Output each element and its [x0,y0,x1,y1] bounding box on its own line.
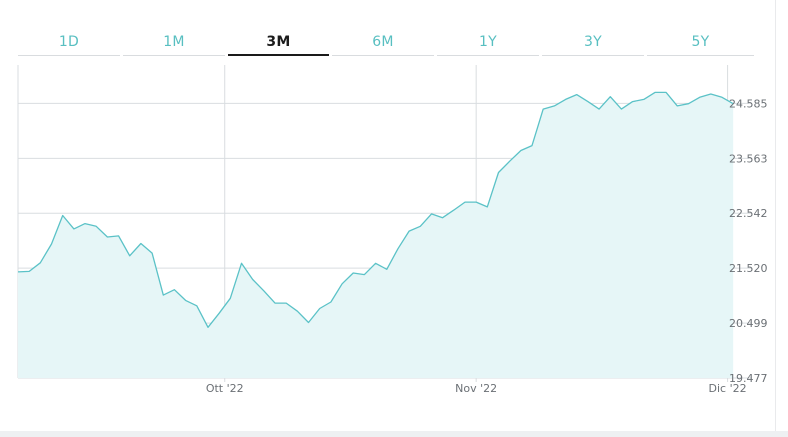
data-point [129,255,131,257]
data-point [654,91,656,93]
price-area-fill [18,92,734,379]
data-point [553,105,555,107]
data-point [564,98,566,100]
tab-1d[interactable]: 1D [18,30,120,56]
data-point [352,272,354,274]
data-point [710,93,712,95]
data-point [296,310,298,312]
data-point [330,301,332,303]
data-point [631,100,633,102]
period-tabs: 1D 1M 3M 6M 1Y 3Y 5Y [18,30,754,58]
data-point [386,268,388,270]
y-tick-label: 19.477 [729,372,768,385]
data-point [162,294,164,296]
data-point [475,201,477,203]
data-point [196,305,198,307]
data-point [307,321,309,323]
data-point [542,108,544,110]
data-point [520,149,522,151]
data-point [531,144,533,146]
tab-3y[interactable]: 3Y [542,30,644,56]
data-point [117,235,119,237]
y-axis-ticks: 24.585 23.563 22.542 21.520 20.499 19.477 [729,97,768,385]
y-tick-label: 20.499 [729,317,768,330]
data-point [84,222,86,224]
data-point [341,283,343,285]
data-point [643,98,645,100]
data-point [17,271,19,273]
data-point [408,230,410,232]
data-point [274,302,276,304]
data-point [363,273,365,275]
data-point [587,100,589,102]
data-point [73,228,75,230]
data-point [140,242,142,244]
data-point [441,217,443,219]
data-point [28,270,30,272]
data-point [430,213,432,215]
y-tick-label: 23.563 [729,152,768,165]
panel-bottom-border [0,431,788,437]
x-tick-label: Nov '22 [455,382,497,395]
price-line [17,91,734,328]
data-point [285,302,287,304]
y-tick-label: 22.542 [729,207,768,220]
data-point [464,201,466,203]
data-point [207,326,209,328]
data-point [173,289,175,291]
y-tick-label: 21.520 [729,262,768,275]
tab-1m[interactable]: 1M [123,30,225,56]
data-point [374,262,376,264]
data-point [39,262,41,264]
data-point [184,299,186,301]
x-tick-label: Ott '22 [206,382,244,395]
data-point [509,160,511,162]
data-point [665,91,667,93]
data-point [62,214,64,216]
data-point [252,278,254,280]
data-point [687,103,689,105]
data-point [486,206,488,208]
data-point [240,262,242,264]
tab-1y[interactable]: 1Y [437,30,539,56]
data-point [609,96,611,98]
data-point [95,225,97,227]
data-point [218,312,220,314]
data-point [576,93,578,95]
tab-3m[interactable]: 3M [228,30,329,56]
data-point [676,105,678,107]
data-point [497,171,499,173]
tab-6m[interactable]: 6M [332,30,434,56]
x-axis-ticks: Ott '22 Nov '22 Dic '22 [206,382,747,395]
data-point [106,236,108,238]
data-point [397,248,399,250]
data-point [620,108,622,110]
data-point [699,96,701,98]
data-point [319,307,321,309]
data-point [50,243,52,245]
data-point [229,297,231,299]
data-point [419,225,421,227]
x-tick-label: Dic '22 [709,382,747,395]
data-point [151,252,153,254]
y-tick-label: 24.585 [729,97,768,110]
data-point [453,209,455,211]
data-point [263,290,265,292]
tab-5y[interactable]: 5Y [647,30,754,56]
panel-right-border [775,0,776,437]
data-point [721,96,723,98]
data-point [598,108,600,110]
